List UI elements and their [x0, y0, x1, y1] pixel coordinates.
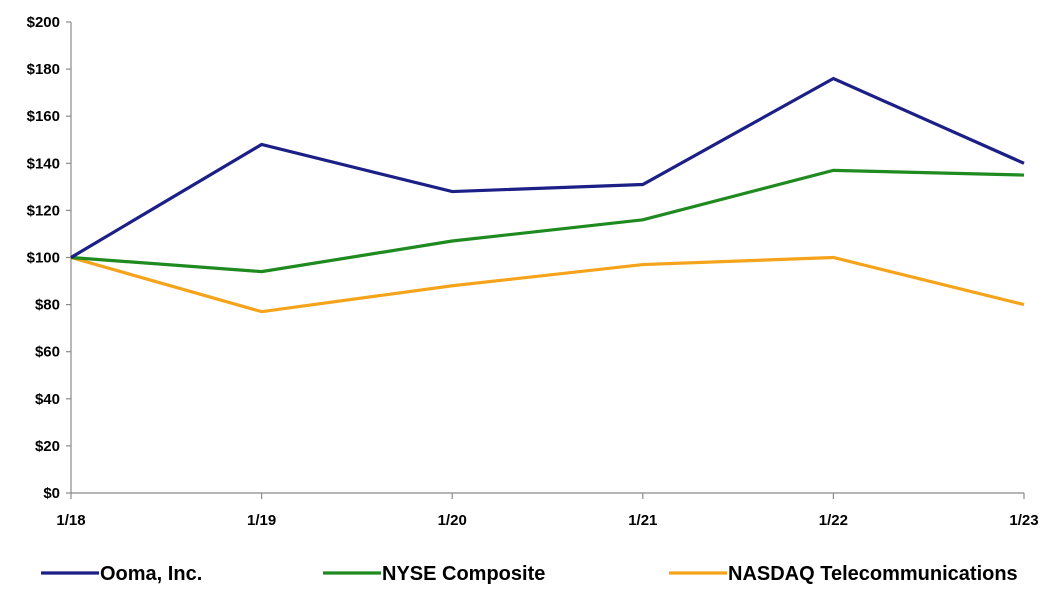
x-tick-label: 1/20	[438, 512, 467, 529]
x-tick-label: 1/22	[819, 512, 848, 529]
legend: Ooma, Inc. NYSE Composite NASDAQ Telecommu…	[41, 563, 1018, 585]
y-tick-label: $100	[27, 250, 60, 267]
x-tick-label: 1/18	[56, 512, 85, 529]
x-tick-label: 1/21	[628, 512, 657, 529]
legend-label: NYSE Composite	[382, 563, 545, 585]
y-tick-label: $80	[35, 297, 60, 314]
y-tick-label: $20	[35, 438, 60, 455]
y-tick-label: $180	[27, 61, 60, 78]
series-lines	[70, 76, 1025, 314]
y-tick-label: $160	[27, 108, 60, 125]
axes	[70, 22, 1024, 494]
series-line-nasdaq-telecommunications	[70, 255, 1025, 314]
y-tick-label: $140	[27, 155, 60, 172]
x-tick-label: 1/23	[1009, 512, 1038, 529]
y-tick-label: $0	[43, 485, 60, 502]
y-tick-label: $120	[27, 202, 60, 219]
x-axis-ticks: 1/18 1/19 1/20 1/21 1/22 1/23	[56, 493, 1039, 529]
y-axis-ticks: $0 $20 $40 $60 $80 $100 $120 $140 $160 $180 $200	[27, 14, 71, 502]
y-tick-label: $60	[35, 344, 60, 361]
legend-item-nasdaq-telecommunications: NASDAQ Telecommunications	[669, 563, 1018, 585]
series-line-nyse-composite	[70, 168, 1025, 274]
legend-label: NASDAQ Telecommunications	[728, 563, 1018, 585]
y-tick-label: $40	[35, 391, 60, 408]
x-tick-label: 1/19	[247, 512, 276, 529]
series-line-ooma-inc	[70, 76, 1025, 259]
legend-item-ooma-inc: Ooma, Inc.	[41, 563, 202, 585]
legend-label: Ooma, Inc.	[100, 563, 202, 585]
legend-item-nyse-composite: NYSE Composite	[323, 563, 545, 585]
y-tick-label: $200	[27, 14, 60, 31]
